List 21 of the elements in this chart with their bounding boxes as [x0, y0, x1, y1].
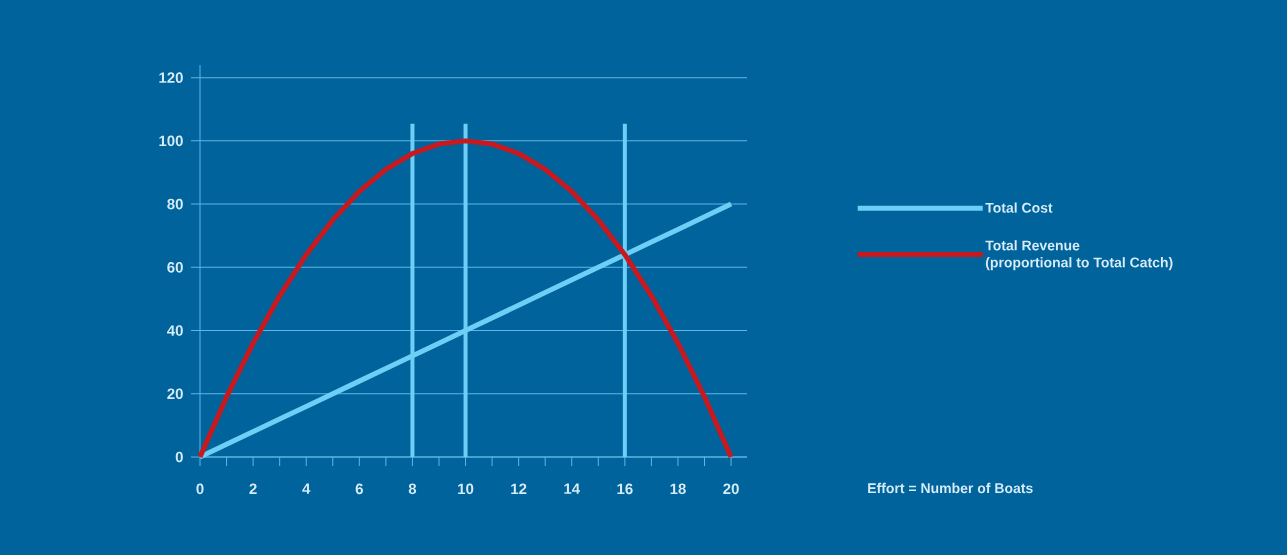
x-tick-label: 0	[196, 483, 204, 495]
x-tick-label: 14	[564, 483, 581, 494]
x-tick-label: 18	[670, 483, 686, 495]
y-tick-label: 40	[167, 325, 183, 336]
y-tick-label: 0	[175, 451, 183, 463]
y-tick-label: 20	[167, 388, 183, 400]
x-tick-label: 10	[458, 483, 474, 495]
text: Effort = Number of Boats	[868, 482, 1033, 494]
x-tick-label: 6	[355, 483, 363, 495]
y-tick-label: 60	[167, 262, 183, 273]
x-tick-label: 20	[723, 483, 739, 495]
text: Total Cost	[985, 202, 1053, 213]
y-tick-label: 120	[159, 72, 183, 83]
y-tick-label: 80	[167, 198, 183, 210]
x-tick-label: 16	[617, 483, 633, 495]
x-tick-label: 4	[302, 483, 311, 494]
x-tick-label: 2	[249, 483, 257, 495]
x-tick-label: 8	[408, 483, 417, 495]
y-tick-label: 100	[159, 135, 183, 147]
x-tick-label: 12	[511, 483, 527, 495]
text: Total Revenue (proportional to Total Catch)	[985, 240, 1173, 271]
